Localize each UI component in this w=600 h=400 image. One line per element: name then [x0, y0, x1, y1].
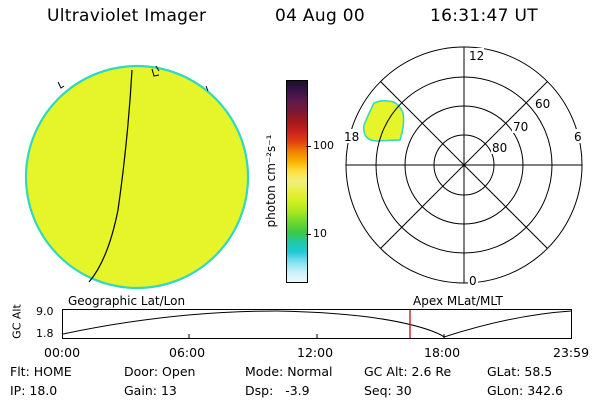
colorbar-tick-10: 10: [313, 227, 327, 240]
lat-label-60: 60: [535, 97, 550, 111]
timeline-ytick-1: 1.8: [36, 327, 54, 340]
timeline-xtick-0600: 06:00: [169, 345, 206, 360]
timeline-xtick-1800: 18:00: [424, 345, 461, 360]
timeline-ytick-9: 9.0: [36, 305, 54, 318]
status-mode: Mode: Normal: [245, 364, 333, 379]
altitude-curve: [62, 310, 572, 338]
earth-disk: [24, 64, 250, 290]
colorbar-unit-label: photon cm⁻²s⁻¹: [264, 134, 278, 228]
mlt-label-0: 0: [469, 274, 477, 288]
timeline-left-title: Geographic Lat/Lon: [68, 294, 186, 308]
grid-mark: [205, 85, 209, 92]
timeline-plot: [62, 309, 572, 339]
grid-mark: [151, 65, 160, 77]
mlt-label-6: 6: [574, 130, 582, 144]
timeline-xtick-1200: 12:00: [297, 345, 334, 360]
lat-label-80: 80: [492, 141, 507, 155]
label-bg: [573, 129, 585, 143]
timeline-xtick-2359: 23:59: [553, 345, 590, 360]
timeline-xtick-0000: 00:00: [44, 345, 81, 360]
status-dsp: Dsp: -3.9: [245, 383, 310, 398]
mlt-label-18: 18: [344, 130, 359, 144]
label-bg: [468, 48, 484, 62]
polar-axis-diagonal: [380, 81, 548, 249]
status-ip: IP: 18.0: [10, 383, 58, 398]
status-gain: Gain: 13: [124, 383, 177, 398]
status-seq: Seq: 30: [364, 383, 412, 398]
date-label: 04 Aug 00: [275, 6, 365, 26]
status-glon: GLon: 342.6: [487, 383, 563, 398]
label-bg: [491, 140, 509, 154]
grid-mark: [57, 81, 65, 89]
colorbar-tick: [306, 146, 311, 147]
lat-label-70: 70: [513, 120, 528, 134]
mlt-label-12: 12: [469, 49, 484, 63]
label-bg: [343, 129, 361, 143]
label-bg: [468, 273, 478, 287]
status-flt: Flt: HOME: [10, 364, 72, 379]
status-door: Door: Open: [124, 364, 196, 379]
status-glat: GLat: 58.5: [487, 364, 553, 379]
label-bg: [512, 119, 530, 133]
colorbar-gradient: [287, 81, 307, 282]
label-bg: [534, 96, 552, 110]
status-gc-alt: GC Alt: 2.6 Re: [364, 364, 452, 379]
colorbar: [286, 80, 308, 283]
time-label: 16:31:47 UT: [430, 6, 538, 26]
auroral-oval-patch: [363, 100, 405, 142]
timeline-right-title: Apex MLat/MLT: [413, 294, 503, 308]
earth-image: [24, 64, 250, 290]
colorbar-tick: [306, 234, 311, 235]
polar-plot: 12 18 6 0 60 70 80: [343, 46, 585, 288]
terminator-line: [88, 69, 133, 283]
instrument-title: Ultraviolet Imager: [47, 6, 207, 26]
colorbar-tick-100: 100: [313, 139, 334, 152]
timeline-ylabel: GC Alt: [10, 304, 24, 339]
